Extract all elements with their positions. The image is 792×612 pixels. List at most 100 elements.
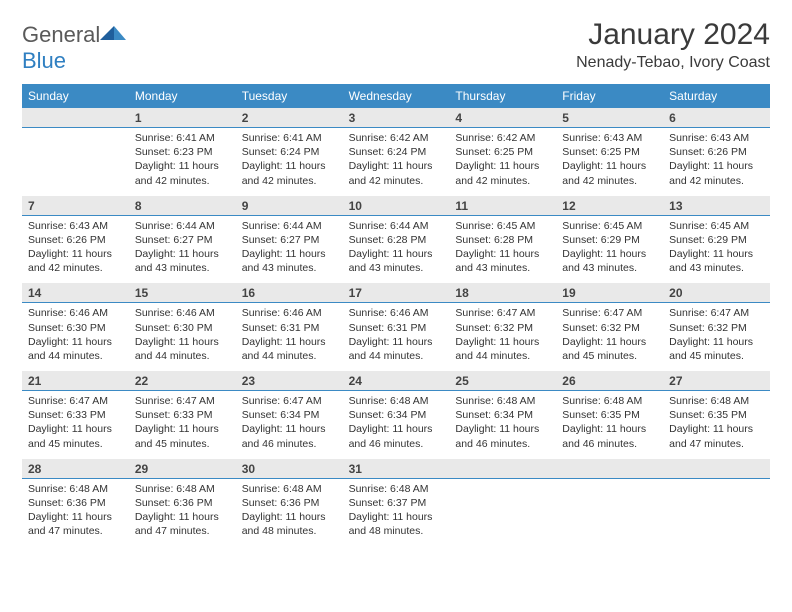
day-number: 19 [556,283,663,302]
calendar: SundayMondayTuesdayWednesdayThursdayFrid… [22,84,770,546]
day-cell: Sunrise: 6:46 AMSunset: 6:30 PMDaylight:… [22,303,129,371]
sunrise-line: Sunrise: 6:48 AM [349,394,444,408]
day-cell [663,479,770,547]
daylight-line: Daylight: 11 hours and 47 minutes. [28,510,123,538]
day-cell: Sunrise: 6:45 AMSunset: 6:28 PMDaylight:… [449,216,556,284]
daylight-line: Daylight: 11 hours and 46 minutes. [562,422,657,450]
day-cell: Sunrise: 6:44 AMSunset: 6:27 PMDaylight:… [236,216,343,284]
sunset-line: Sunset: 6:30 PM [28,321,123,335]
day-number: 9 [236,196,343,215]
day-cell: Sunrise: 6:46 AMSunset: 6:31 PMDaylight:… [236,303,343,371]
week-detailrow: Sunrise: 6:47 AMSunset: 6:33 PMDaylight:… [22,391,770,459]
sunrise-line: Sunrise: 6:43 AM [562,131,657,145]
day-cell [449,479,556,547]
daylight-line: Daylight: 11 hours and 43 minutes. [455,247,550,275]
sunrise-line: Sunrise: 6:46 AM [349,306,444,320]
week-detailrow: Sunrise: 6:41 AMSunset: 6:23 PMDaylight:… [22,128,770,196]
day-cell: Sunrise: 6:48 AMSunset: 6:35 PMDaylight:… [663,391,770,459]
daylight-line: Daylight: 11 hours and 45 minutes. [135,422,230,450]
daylight-line: Daylight: 11 hours and 45 minutes. [562,335,657,363]
day-number: 4 [449,108,556,127]
sunrise-line: Sunrise: 6:47 AM [28,394,123,408]
day-cell: Sunrise: 6:41 AMSunset: 6:23 PMDaylight:… [129,128,236,196]
title-block: January 2024 Nenady-Tebao, Ivory Coast [576,18,770,72]
sunrise-line: Sunrise: 6:48 AM [669,394,764,408]
day-cell: Sunrise: 6:41 AMSunset: 6:24 PMDaylight:… [236,128,343,196]
daylight-line: Daylight: 11 hours and 43 minutes. [562,247,657,275]
day-cell: Sunrise: 6:47 AMSunset: 6:33 PMDaylight:… [22,391,129,459]
sunset-line: Sunset: 6:33 PM [28,408,123,422]
daylight-line: Daylight: 11 hours and 42 minutes. [28,247,123,275]
sunset-line: Sunset: 6:28 PM [349,233,444,247]
sunset-line: Sunset: 6:36 PM [135,496,230,510]
daylight-line: Daylight: 11 hours and 48 minutes. [349,510,444,538]
sunrise-line: Sunrise: 6:45 AM [562,219,657,233]
sunrise-line: Sunrise: 6:42 AM [455,131,550,145]
day-cell: Sunrise: 6:45 AMSunset: 6:29 PMDaylight:… [556,216,663,284]
day-cell [22,128,129,196]
brand-name: General Blue [22,22,126,74]
week-numrow: 123456 [22,108,770,128]
sunrise-line: Sunrise: 6:44 AM [242,219,337,233]
dayname-thursday: Thursday [449,84,556,108]
sunrise-line: Sunrise: 6:48 AM [349,482,444,496]
day-number: 24 [343,371,450,390]
daylight-line: Daylight: 11 hours and 44 minutes. [135,335,230,363]
page-header: General Blue January 2024 Nenady-Tebao, … [22,18,770,74]
day-cell: Sunrise: 6:48 AMSunset: 6:34 PMDaylight:… [449,391,556,459]
day-cell: Sunrise: 6:47 AMSunset: 6:32 PMDaylight:… [556,303,663,371]
day-number: 8 [129,196,236,215]
sunset-line: Sunset: 6:32 PM [455,321,550,335]
sunset-line: Sunset: 6:25 PM [562,145,657,159]
day-number: 5 [556,108,663,127]
sunrise-line: Sunrise: 6:41 AM [135,131,230,145]
sunset-line: Sunset: 6:29 PM [562,233,657,247]
week-numrow: 14151617181920 [22,283,770,303]
week-numrow: 78910111213 [22,196,770,216]
daylight-line: Daylight: 11 hours and 45 minutes. [669,335,764,363]
sunset-line: Sunset: 6:32 PM [669,321,764,335]
daylight-line: Daylight: 11 hours and 46 minutes. [455,422,550,450]
day-cell: Sunrise: 6:44 AMSunset: 6:27 PMDaylight:… [129,216,236,284]
sunrise-line: Sunrise: 6:47 AM [242,394,337,408]
sunrise-line: Sunrise: 6:41 AM [242,131,337,145]
day-number: 13 [663,196,770,215]
sunrise-line: Sunrise: 6:45 AM [669,219,764,233]
sunset-line: Sunset: 6:34 PM [455,408,550,422]
sunrise-line: Sunrise: 6:47 AM [669,306,764,320]
day-number: 3 [343,108,450,127]
day-number: 28 [22,459,129,478]
day-number [663,459,770,478]
daylight-line: Daylight: 11 hours and 42 minutes. [455,159,550,187]
sunrise-line: Sunrise: 6:48 AM [562,394,657,408]
sunset-line: Sunset: 6:23 PM [135,145,230,159]
day-number: 25 [449,371,556,390]
sunset-line: Sunset: 6:30 PM [135,321,230,335]
day-cell: Sunrise: 6:47 AMSunset: 6:34 PMDaylight:… [236,391,343,459]
day-cell: Sunrise: 6:47 AMSunset: 6:32 PMDaylight:… [449,303,556,371]
daylight-line: Daylight: 11 hours and 48 minutes. [242,510,337,538]
day-number: 18 [449,283,556,302]
day-cell: Sunrise: 6:43 AMSunset: 6:26 PMDaylight:… [663,128,770,196]
sunrise-line: Sunrise: 6:48 AM [135,482,230,496]
sunrise-line: Sunrise: 6:47 AM [135,394,230,408]
dayname-row: SundayMondayTuesdayWednesdayThursdayFrid… [22,84,770,108]
daylight-line: Daylight: 11 hours and 43 minutes. [242,247,337,275]
sunset-line: Sunset: 6:26 PM [28,233,123,247]
daylight-line: Daylight: 11 hours and 46 minutes. [242,422,337,450]
day-cell: Sunrise: 6:48 AMSunset: 6:36 PMDaylight:… [236,479,343,547]
sunset-line: Sunset: 6:29 PM [669,233,764,247]
daylight-line: Daylight: 11 hours and 42 minutes. [349,159,444,187]
day-number: 21 [22,371,129,390]
daylight-line: Daylight: 11 hours and 42 minutes. [242,159,337,187]
sunrise-line: Sunrise: 6:48 AM [28,482,123,496]
sunset-line: Sunset: 6:36 PM [28,496,123,510]
sunset-line: Sunset: 6:35 PM [562,408,657,422]
brand-name-1: General [22,22,100,47]
sunset-line: Sunset: 6:31 PM [242,321,337,335]
location-label: Nenady-Tebao, Ivory Coast [576,54,770,72]
sunset-line: Sunset: 6:28 PM [455,233,550,247]
daylight-line: Daylight: 11 hours and 46 minutes. [349,422,444,450]
day-number: 17 [343,283,450,302]
dayname-friday: Friday [556,84,663,108]
